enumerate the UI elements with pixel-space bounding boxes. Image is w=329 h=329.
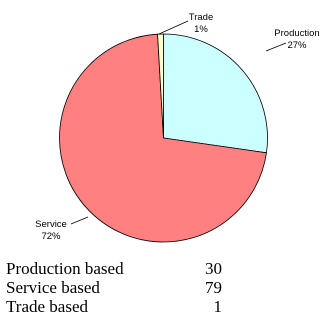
slice-percent-production: 27% [287,40,307,51]
summary-value: 1 [213,296,223,316]
slice-percent-trade: 1% [194,24,208,35]
slice-label-trade: Trade [189,12,213,23]
slice-label-service: Service [35,219,67,230]
summary-table: Production based 30 Service based 79 Tra… [6,259,236,316]
pie-slice-service [59,33,267,243]
summary-label: Production based [6,258,124,278]
summary-value: 79 [205,277,222,297]
leader-line-service [70,216,89,225]
summary-row-production: Production based 30 [6,259,236,278]
slice-percent-service: 72% [41,231,61,242]
slice-label-production: Production [274,28,319,39]
summary-value: 30 [205,258,222,278]
pie-slice-trade [157,33,164,139]
summary-label: Trade based [6,296,88,316]
leader-line-production [265,42,287,52]
leader-line-trade [158,20,189,35]
summary-label: Service based [6,277,100,297]
pie-slice-production [163,33,268,154]
summary-row-trade: Trade based 1 [6,297,236,316]
summary-row-service: Service based 79 [6,278,236,297]
